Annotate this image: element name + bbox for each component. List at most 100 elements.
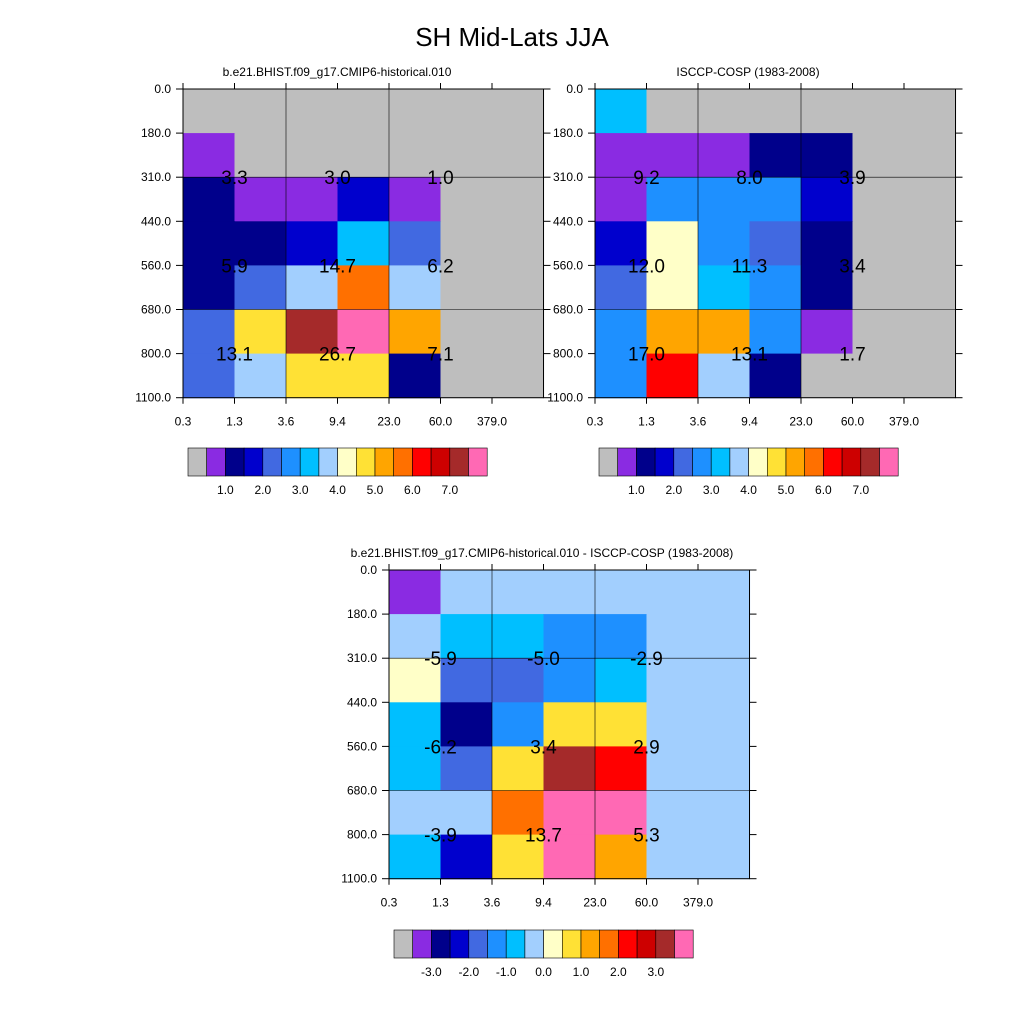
panel-obs-colorbar-label: 7.0 (852, 483, 869, 497)
panel-diff-colorbar-swatch (505, 929, 526, 959)
panel-model-cell (440, 89, 493, 134)
panel-model-colorbar-swatch (412, 447, 432, 477)
panel-diff-title: b.e21.BHIST.f09_g17.CMIP6-historical.010… (351, 546, 734, 560)
panel-model-cell (234, 133, 287, 178)
panel-obs-cell (801, 265, 854, 311)
panel-model-cell (337, 221, 390, 266)
panel-diff-cell (646, 658, 699, 703)
panel-obs-annotations: 9.2 8.0 3.9 12.0 11.3 3.4 17.0 13.1 1.7 (628, 168, 866, 365)
panel-obs-cell-value: 3.9 (839, 168, 865, 189)
panel-obs-cell (904, 177, 957, 222)
panel-diff-frame (388, 569, 750, 880)
panel-model-cell (440, 353, 493, 399)
panel-model-cell (389, 221, 442, 266)
panel-diff-cell (492, 746, 545, 792)
panel-model-colorbar-swatch (468, 447, 488, 477)
panel-diff-y-tick-label: 560.0 (347, 739, 377, 753)
panel-diff-cell (389, 702, 442, 747)
panel-model-cell (440, 221, 493, 266)
panel-diff-colorbar-swatch (431, 929, 451, 959)
panel-diff-cell (698, 746, 751, 792)
panel-obs-colorbar-swatch (841, 447, 862, 477)
panel-diff-cell-value: 3.4 (530, 737, 557, 758)
panel-model-cell (337, 177, 390, 222)
panel-model-frame (182, 88, 544, 399)
panel-model-y-tick-label: 180.0 (141, 126, 171, 140)
panel-obs-cell (801, 89, 854, 134)
panel-diff-colorbar-label: 3.0 (647, 965, 664, 979)
panel-model-cell (389, 309, 442, 355)
panel-model-cell (286, 89, 339, 134)
panel-model-cell (492, 353, 545, 399)
panel-model-cell (234, 89, 287, 134)
panel-obs-cell (698, 177, 751, 222)
panel-obs-cell (698, 309, 751, 355)
panel-diff-cell (440, 570, 493, 615)
panel-obs-x-tick-label: 1.3 (638, 415, 655, 429)
panel-diff-cell (389, 790, 442, 836)
panel-obs-cell (698, 133, 751, 178)
panel-diff-colorbar-label: -3.0 (421, 965, 442, 979)
panel-obs-cells (595, 89, 957, 399)
panel-diff-cell (440, 614, 493, 659)
panel-diff-y-tick-label: 0.0 (360, 563, 377, 577)
panel-diff-cell (698, 614, 751, 659)
panel-obs-cell (749, 177, 802, 222)
panel-obs-cell (595, 353, 648, 399)
panel-obs-y-tick-label: 440.0 (553, 214, 583, 228)
panel-model-cell (234, 177, 287, 222)
panel-obs-colorbar-label: 6.0 (815, 483, 832, 497)
panel-diff-cell (595, 658, 648, 703)
panel-model-cell (440, 177, 493, 222)
panel-diff-x-tick-label: 1.3 (432, 896, 449, 910)
panel-diff-colorbar-swatch (599, 929, 619, 959)
panel-obs-x-tick-label: 3.6 (690, 415, 707, 429)
panel-obs-colorbar-swatch (636, 447, 656, 477)
panel-model-cell (492, 133, 545, 178)
panel-diff-cell (389, 658, 442, 703)
panel-obs: ISCCP-COSP (1983-2008) 9.2 8.0 3.9 12.0 11.3… (547, 65, 963, 497)
panel-obs-cell (852, 221, 905, 266)
panel-model-cell (183, 177, 236, 222)
panel-model: b.e21.BHIST.f09_g17.CMIP6-historical.010… (135, 65, 551, 497)
panel-obs-cell (852, 177, 905, 222)
panel-diff-y-tick-label: 180.0 (347, 607, 377, 621)
panel-obs-colorbar-label: 4.0 (740, 483, 757, 497)
panel-obs-cell (646, 89, 699, 134)
panel-diff-cell (389, 746, 442, 792)
panel-model-cell (337, 265, 390, 311)
panel-obs-cell (904, 309, 957, 355)
panel-obs-colorbar-swatch (617, 447, 637, 477)
panel-obs-cell (646, 265, 699, 311)
panel-diff-cell (440, 746, 493, 792)
panel-obs-cell-value: 8.0 (736, 168, 762, 189)
panel-model-colorbar-label: 1.0 (217, 483, 234, 497)
panel-diff-y-tick-label: 800.0 (347, 828, 377, 842)
panel-diff-cells (389, 570, 751, 880)
panel-diff-cell (543, 834, 596, 880)
panel-obs-cell (595, 177, 648, 222)
panel-model-axes: 0.3 1.3 3.6 9.4 23.0 60.0 379.0 0.0 180.0 310.0 44… (135, 82, 551, 429)
panel-obs-colorbar-swatch (879, 447, 899, 477)
panel-obs-x-tick-label: 60.0 (841, 415, 865, 429)
panel-diff-colorbar-swatch (487, 929, 507, 959)
panel-obs-y-tick-label: 560.0 (553, 258, 583, 272)
panel-diff-cell-value: 5.3 (633, 826, 659, 847)
panel-model-colorbar: 1.0 2.0 3.0 4.0 5.0 6.0 7.0 (187, 447, 488, 497)
panel-model-colorbar-swatch (281, 447, 301, 477)
panel-obs-cell (646, 353, 699, 399)
panel-model-colorbar-swatch (430, 447, 451, 477)
figure-title: SH Mid-Lats JJA (415, 22, 609, 52)
panel-diff-cell (595, 834, 648, 880)
panel-diff-x-tick-label: 9.4 (535, 896, 552, 910)
panel-obs-x-tick-label: 0.3 (587, 415, 604, 429)
panel-diff-cell (595, 570, 648, 615)
panel-model-cell-value: 26.7 (319, 345, 356, 366)
panel-model-title: b.e21.BHIST.f09_g17.CMIP6-historical.010 (223, 65, 452, 79)
panel-obs-x-tick-label: 9.4 (741, 415, 758, 429)
panel-obs-colorbar-swatch (766, 447, 787, 477)
panel-diff-cell-value: 13.7 (525, 826, 562, 847)
panel-diff-cell (595, 790, 648, 836)
panel-obs-y-tick-label: 680.0 (553, 303, 583, 317)
panel-obs-cell (801, 353, 854, 399)
